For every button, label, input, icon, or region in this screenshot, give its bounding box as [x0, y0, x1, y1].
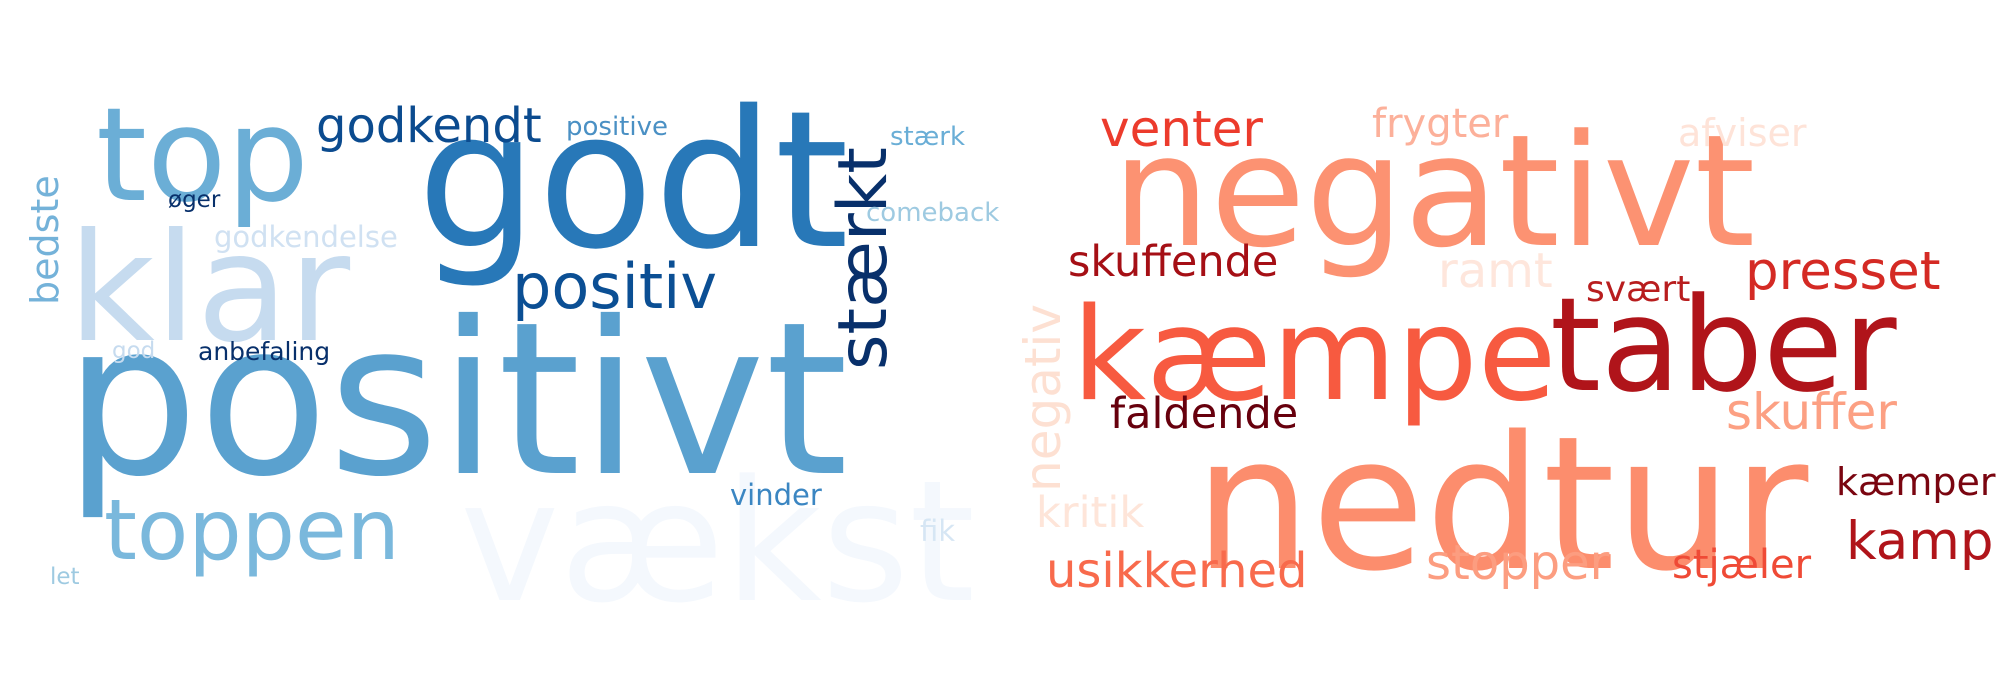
word-fik: fik: [920, 514, 956, 548]
word-godkendelse: godkendelse: [214, 220, 398, 254]
word-anbefaling: anbefaling: [198, 337, 331, 366]
word-klar: klar: [68, 202, 351, 376]
word-afviser: afviser: [1678, 111, 1807, 155]
word-taber: taber: [1550, 269, 1897, 421]
word-vaekst: vækst: [460, 444, 976, 640]
word-frygter: frygter: [1372, 101, 1509, 147]
word-svaert: svært: [1586, 269, 1691, 310]
word-god: god: [112, 338, 156, 364]
word-nedtur: nedtur: [1194, 396, 1809, 612]
word-kamp: kamp: [1846, 511, 1994, 572]
word-negativ: negativ: [1014, 304, 1072, 492]
negative-word-cloud: nedtur negativt kæmpe taber venter frygt…: [1000, 0, 2000, 700]
positive-word-cloud: vækst klar positivt godt top godkendt po…: [23, 70, 1000, 640]
word-bedste: bedste: [23, 175, 67, 305]
word-stjaeler: stjæler: [1672, 542, 1812, 588]
word-comeback: comeback: [866, 198, 1000, 228]
word-oeger: øger: [168, 187, 221, 213]
word-presset: presset: [1745, 241, 1941, 302]
word-top: top: [96, 79, 310, 231]
word-positive: positive: [566, 112, 668, 142]
word-ramt: ramt: [1438, 243, 1553, 299]
word-skuffende: skuffende: [1068, 237, 1279, 287]
word-staerk: stærk: [890, 122, 966, 152]
word-kaempe: kæmpe: [1072, 281, 1557, 430]
word-kritik: kritik: [1036, 488, 1145, 538]
word-positiv: positiv: [512, 250, 718, 323]
word-vinder: vinder: [730, 478, 822, 512]
word-positivt: positivt: [64, 276, 849, 523]
word-usikkerhed: usikkerhed: [1046, 543, 1308, 599]
word-toppen: toppen: [104, 481, 400, 579]
word-venter: venter: [1100, 100, 1263, 158]
word-faldende: faldende: [1110, 389, 1299, 439]
word-staerkt: stærkt: [824, 147, 903, 370]
word-godt: godt: [417, 70, 849, 291]
word-skuffer: skuffer: [1726, 383, 1897, 441]
word-let: let: [50, 564, 80, 590]
word-stopper: stopper: [1426, 535, 1610, 591]
word-kaemper: kæmper: [1836, 460, 1996, 504]
word-godkendt: godkendt: [316, 98, 542, 154]
word-negativt: negativt: [1112, 101, 1756, 282]
